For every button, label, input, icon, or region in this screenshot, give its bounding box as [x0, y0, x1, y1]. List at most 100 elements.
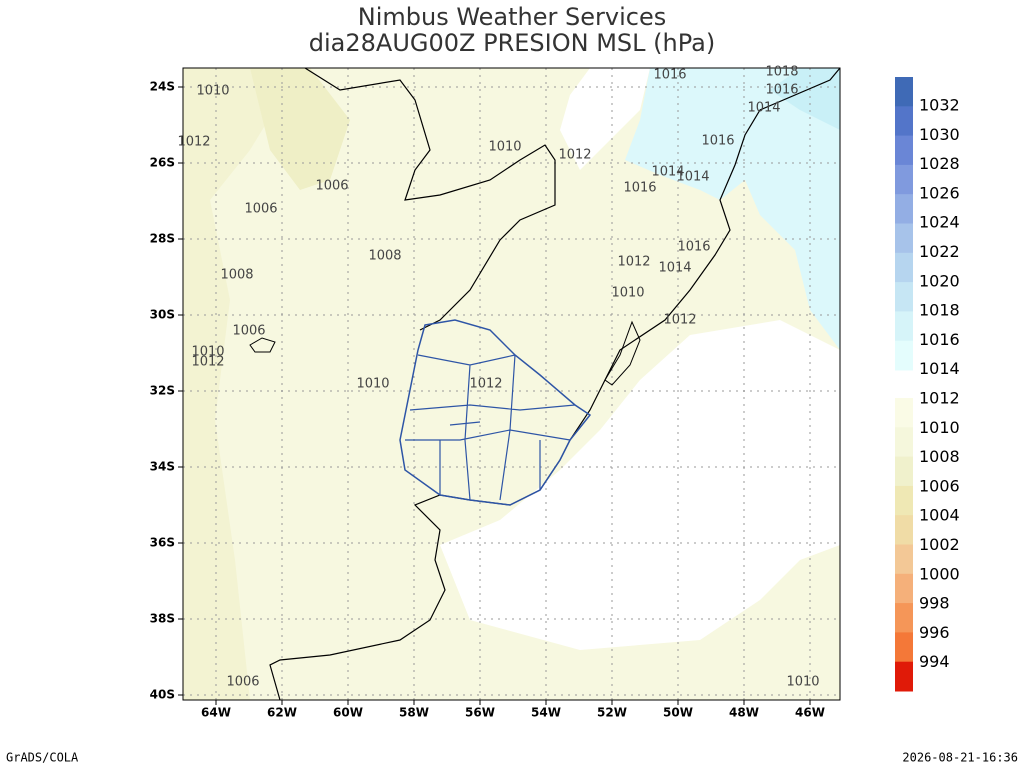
- contour-label: 1010: [611, 286, 644, 301]
- contour-label: 1014: [676, 170, 709, 185]
- contour-label: 1016: [623, 181, 656, 196]
- footer-right: 2026-08-21-16:36: [902, 751, 1018, 765]
- colorbar-swatch: [895, 223, 913, 254]
- lat-label: 38S: [150, 612, 175, 626]
- contour-label: 1006: [232, 324, 265, 339]
- colorbar-label: 1010: [919, 418, 960, 437]
- contour-label: 1010: [488, 140, 521, 155]
- colorbar-label: 1022: [919, 242, 960, 261]
- contour-label: 1008: [220, 268, 253, 283]
- colorbar-label: 1004: [919, 506, 960, 525]
- colorbar-swatch: [895, 311, 913, 342]
- contour-label: 1010: [191, 345, 224, 360]
- colorbar-label: 1006: [919, 476, 960, 495]
- lat-label: 26S: [150, 156, 175, 170]
- subtitle: dia28AUG00Z PRESION MSL (hPa): [309, 29, 715, 57]
- title: Nimbus Weather Services: [358, 3, 666, 31]
- colorbar-label: 1026: [919, 183, 960, 202]
- department-borders: [405, 354, 576, 501]
- colorbar-swatch: [895, 485, 913, 516]
- graticule: [183, 68, 840, 700]
- lon-label: 60W: [333, 706, 363, 720]
- contour-label: 1012: [558, 148, 591, 163]
- contour-label: 1014: [658, 261, 691, 276]
- colorbar-swatch: [895, 106, 913, 137]
- contour-label: 1006: [315, 179, 348, 194]
- colorbar-label: 1020: [919, 271, 960, 290]
- contour-label: 1012: [469, 377, 502, 392]
- colorbar-label: 1000: [919, 564, 960, 583]
- contour-label: 1016: [653, 68, 686, 83]
- colorbar-label: 1030: [919, 125, 960, 144]
- lon-label: 56W: [465, 706, 495, 720]
- colorbar-label: 1014: [919, 359, 960, 378]
- colorbar-label: 1018: [919, 301, 960, 320]
- lon-label: 62W: [267, 706, 297, 720]
- lat-label: 34S: [150, 460, 175, 474]
- colorbar-swatch: [895, 135, 913, 166]
- colorbar-swatch: [895, 77, 913, 107]
- lon-label: 54W: [531, 706, 561, 720]
- colorbar-swatch: [895, 164, 913, 195]
- lake: [249, 337, 276, 353]
- low-pressure-core: [250, 68, 350, 190]
- contour-label: 1014: [651, 165, 684, 180]
- colorbar-label: 1024: [919, 213, 960, 232]
- lon-label: 52W: [597, 706, 627, 720]
- lat-label: 30S: [150, 308, 175, 322]
- contour-label: 1006: [244, 202, 277, 217]
- contour-label: 1010: [356, 377, 389, 392]
- colorbar-label: 1016: [919, 330, 960, 349]
- colorbar-label: 1028: [919, 154, 960, 173]
- colorbar-swatch: [895, 603, 913, 633]
- colorbar-label: 994: [919, 652, 950, 671]
- lat-label: 32S: [150, 384, 175, 398]
- lon-label: 50W: [663, 706, 693, 720]
- high-pressure-area: [440, 320, 840, 650]
- contour-label: 1016: [677, 240, 710, 255]
- colorbar-label: 996: [919, 623, 950, 642]
- contour-label: 1012: [177, 135, 210, 150]
- high-pressure-area: [560, 68, 650, 170]
- lon-label: 58W: [399, 706, 429, 720]
- contour-label: 1016: [701, 134, 734, 149]
- colorbar-label: 1008: [919, 447, 960, 466]
- lat-label: 40S: [150, 688, 175, 702]
- contour-label: 1012: [617, 255, 650, 270]
- lat-label: 24S: [150, 80, 175, 94]
- lagoon: [604, 320, 641, 386]
- map-frame: [182, 67, 841, 701]
- colorbar-swatch: [895, 573, 913, 604]
- colorbar-swatch: [895, 544, 913, 575]
- colorbar-swatch: [895, 398, 913, 428]
- colorbar-label: 998: [919, 594, 950, 613]
- contour-label: 1010: [196, 84, 229, 99]
- lon-label: 48W: [729, 706, 759, 720]
- colorbar-swatch: [895, 427, 913, 458]
- low-pressure-area: [183, 68, 300, 700]
- colorbar-swatch: [895, 282, 913, 312]
- contour-label: 1006: [226, 675, 259, 690]
- contour-label: 1016: [765, 83, 798, 98]
- lon-label: 64W: [201, 706, 231, 720]
- colorbar-swatch: [895, 632, 913, 663]
- colorbar-swatch: [895, 456, 913, 487]
- colorbar-swatch: [895, 252, 913, 283]
- colorbar-label: 1012: [919, 389, 960, 408]
- colorbar-label: 1002: [919, 535, 960, 554]
- high-pressure-area: [625, 68, 840, 350]
- colorbar-label: 1032: [919, 96, 960, 115]
- colorbar-swatch: [895, 661, 913, 692]
- contour-label: 1012: [663, 313, 696, 328]
- country-border: [304, 67, 556, 331]
- lat-label: 36S: [150, 536, 175, 550]
- colorbar-swatch: [895, 515, 913, 545]
- colorbar-swatch: [895, 194, 913, 224]
- footer-left: GrADS/COLA: [6, 751, 79, 765]
- colorbar-swatch: [895, 340, 913, 371]
- lat-label: 28S: [150, 232, 175, 246]
- uruguay-border: [399, 319, 592, 506]
- contour-label: 1014: [747, 101, 780, 116]
- contour-label: 1012: [191, 355, 224, 370]
